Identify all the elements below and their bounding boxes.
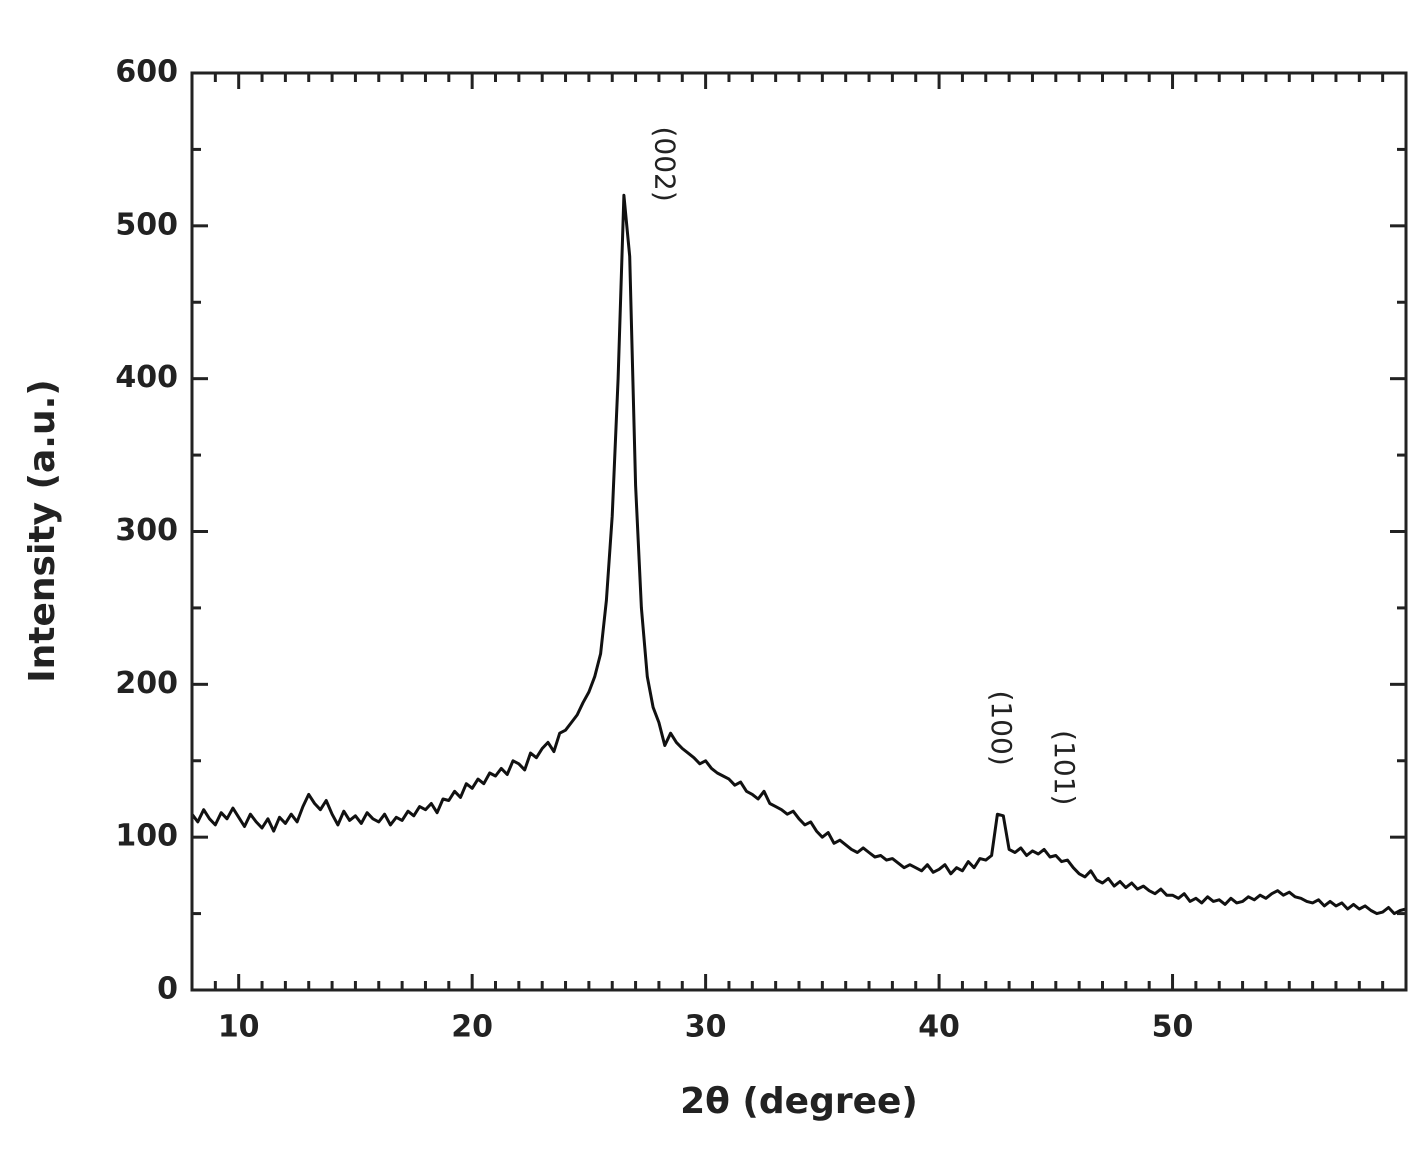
peak-label: (002) <box>649 126 682 201</box>
y-axis-label: Intensity (a.u.) <box>22 379 63 682</box>
x-tick-label: 10 <box>218 1010 260 1045</box>
y-tick-label: 300 <box>115 513 178 548</box>
x-tick-label: 20 <box>451 1010 493 1045</box>
x-axis-label: 2θ (degree) <box>680 1081 918 1122</box>
y-tick-label: 600 <box>115 55 178 90</box>
x-tick-label: 40 <box>918 1010 960 1045</box>
data-line <box>190 193 1407 916</box>
y-tick-label: 100 <box>115 819 178 854</box>
y-tick-label: 400 <box>115 360 178 395</box>
peak-label: (101) <box>1048 730 1081 805</box>
plot-frame <box>190 71 1408 992</box>
x-tick-label: 30 <box>685 1010 727 1045</box>
peak-label: (100) <box>985 690 1018 765</box>
x-tick-label: 50 <box>1152 1010 1194 1045</box>
y-tick-label: 500 <box>115 207 178 242</box>
y-tick-label: 0 <box>157 972 178 1007</box>
y-tick-label: 200 <box>115 666 178 701</box>
